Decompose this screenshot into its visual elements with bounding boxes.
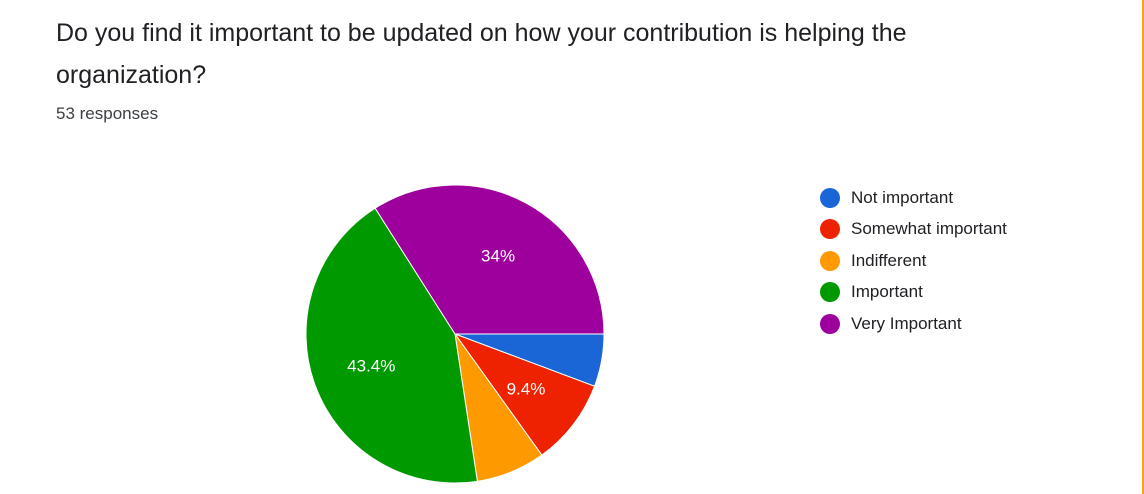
slice-data-label: 9.4% xyxy=(507,379,546,398)
legend-swatch xyxy=(820,219,840,240)
slice-data-label: 34% xyxy=(481,247,515,266)
slice-data-label: 43.4% xyxy=(347,356,395,375)
legend-swatch xyxy=(820,282,840,303)
legend-swatch xyxy=(820,313,840,334)
pie-slice-important[interactable] xyxy=(305,207,478,484)
legend-label: Not important xyxy=(851,187,954,207)
question-title: Do you find it important to be updated o… xyxy=(56,19,907,89)
legend-item[interactable]: Very Important xyxy=(820,308,1007,340)
chart-legend: Not important Somewhat important Indiffere… xyxy=(820,182,1007,340)
response-count: 53 responses xyxy=(56,104,159,123)
legend-item[interactable]: Important xyxy=(820,277,1007,309)
legend-item[interactable]: Not important xyxy=(820,182,1007,214)
legend-label: Important xyxy=(851,282,923,302)
pie-slice-somewhat-important[interactable] xyxy=(453,332,596,456)
pie-slice-very-important[interactable] xyxy=(374,184,605,335)
legend-item[interactable]: Somewhat important xyxy=(820,214,1007,246)
legend-swatch xyxy=(820,187,840,208)
legend-item[interactable]: Indifferent xyxy=(820,245,1007,277)
legend-swatch xyxy=(820,250,840,271)
legend-label: Somewhat important xyxy=(851,219,1007,239)
legend-label: Very Important xyxy=(851,313,962,333)
legend-label: Indifferent xyxy=(851,250,927,270)
